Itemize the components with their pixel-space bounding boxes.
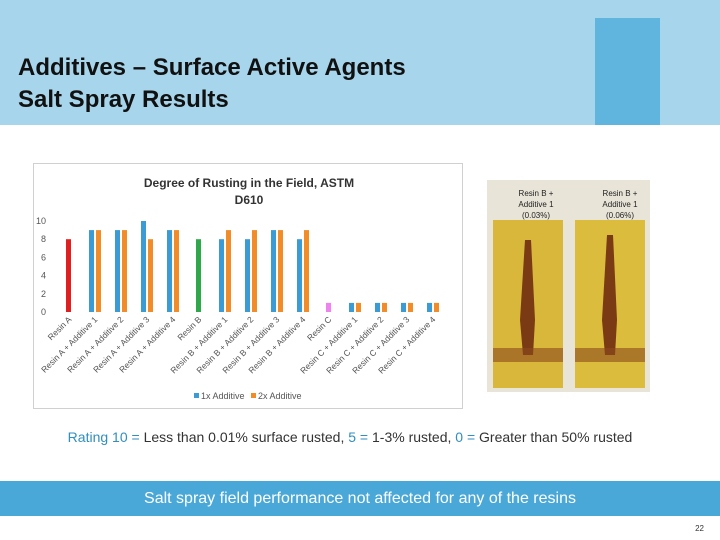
header-accent (595, 18, 660, 125)
bar (401, 302, 406, 312)
rust-band (493, 348, 563, 362)
bar (271, 230, 276, 312)
bar (356, 302, 361, 312)
bar (434, 302, 439, 312)
rating-text: Greater than 50% rusted (479, 429, 633, 445)
y-tick-label: 8 (41, 234, 46, 244)
photo (487, 180, 650, 392)
y-tick-label: 6 (41, 252, 46, 262)
bar (427, 302, 432, 312)
bar (226, 230, 231, 312)
bar (326, 302, 331, 312)
banner: Salt spray field performance not affecte… (0, 481, 720, 516)
bar (278, 230, 283, 312)
rust-band (575, 348, 645, 362)
page-number: 22 (695, 524, 704, 533)
bar (297, 239, 302, 312)
y-tick-label: 2 (41, 289, 46, 299)
bar (89, 230, 94, 312)
bar (349, 302, 354, 312)
legend-swatch (251, 393, 256, 398)
bar (252, 230, 257, 312)
rating-key: Rating 10 = (67, 429, 144, 445)
bar (408, 302, 413, 312)
chart-frame: Degree of Rusting in the Field, ASTM D61… (33, 163, 463, 409)
chart-title: Degree of Rusting in the Field, ASTM D61… (143, 176, 355, 207)
rating-text: 1-3% rusted, (372, 429, 456, 445)
legend-label: 2x Additive (258, 391, 302, 401)
bar (196, 239, 201, 312)
bar (304, 230, 309, 312)
rust-streak (520, 240, 535, 355)
bar (219, 239, 224, 312)
y-tick-label: 10 (36, 216, 46, 226)
rating-note: Rating 10 = Less than 0.01% surface rust… (0, 429, 700, 445)
legend-swatch (194, 393, 199, 398)
photo-label: Resin B + Additive 1 (0.03%) (518, 189, 554, 220)
slide-title: Additives – Surface Active Agents Salt S… (18, 52, 406, 116)
bar (122, 230, 127, 312)
photo-label: Resin B + Additive 1 (0.06%) (602, 189, 638, 220)
y-tick-label: 4 (41, 271, 46, 281)
rating-key: 0 = (455, 429, 480, 445)
rating-key: 5 = (348, 429, 372, 445)
bar (174, 230, 179, 312)
bar (382, 302, 387, 312)
bar (245, 239, 250, 312)
bar (148, 239, 153, 312)
rust-streak (602, 235, 617, 355)
bar (141, 221, 146, 312)
bar (167, 230, 172, 312)
bar (115, 230, 120, 312)
title-line: Additives – Surface Active Agents (18, 54, 406, 81)
legend-label: 1x Additive (201, 391, 245, 401)
y-tick-label: 0 (41, 307, 46, 317)
title-line: Salt Spray Results (18, 86, 229, 113)
bar (66, 239, 71, 312)
bar (375, 302, 380, 312)
bar (96, 230, 101, 312)
rating-text: Less than 0.01% surface rusted, (143, 429, 349, 445)
